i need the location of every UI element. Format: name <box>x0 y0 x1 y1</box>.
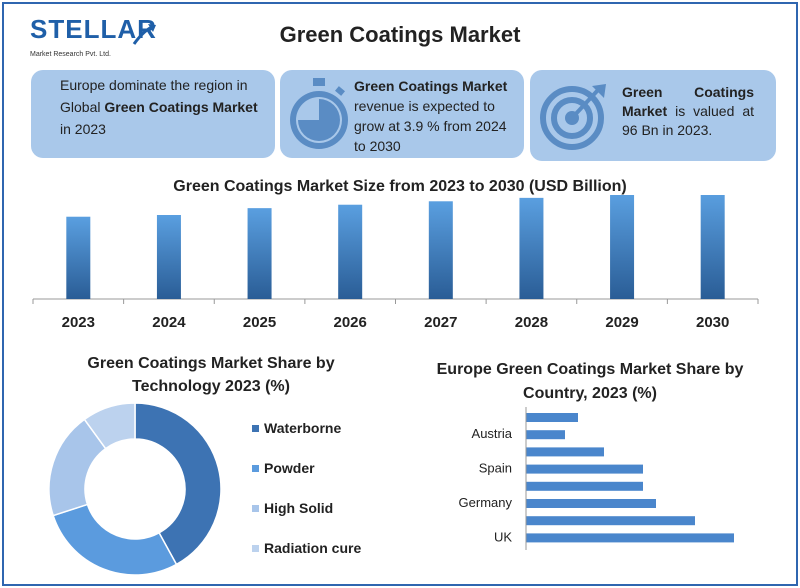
x-tick-label: 2027 <box>424 314 457 331</box>
legend-item: High Solid <box>252 500 361 540</box>
x-tick-label: 2025 <box>243 314 276 331</box>
page-title: Green Coatings Market <box>279 22 521 47</box>
bar-2025 <box>247 208 272 299</box>
slice-waterborne <box>134 402 222 566</box>
bar-2024 <box>156 215 181 299</box>
country-share-chart-title: Europe Green Coatings Market Share by Co… <box>436 361 744 402</box>
card-text-block: Green Coatings Market is valued at 96 Bn… <box>622 83 754 140</box>
info-card-growth: Green Coatings Market revenue is expecte… <box>280 70 524 158</box>
slice-radiation-cure <box>83 402 136 450</box>
legend-item: Radiation cure <box>252 540 361 580</box>
legend-item: Waterborne <box>252 420 361 460</box>
x-tick-label: 2030 <box>696 314 729 331</box>
legend-label: High Solid <box>264 500 334 516</box>
x-tick-label: 2024 <box>152 314 186 331</box>
card-text: revenue is expected to grow at 3.9 % fro… <box>354 98 507 154</box>
card-text: is valued at 96 Bn in 2023. <box>622 103 754 138</box>
bar-2029 <box>610 195 635 299</box>
legend-label: Powder <box>264 460 315 476</box>
country-bar <box>526 516 695 526</box>
logo-arrow-icon <box>132 24 156 45</box>
country-share-bar-chart: Austria Spain Germany UK <box>459 407 734 550</box>
info-card-region: Europe dominate the region in Global Gre… <box>31 70 275 158</box>
market-size-chart-title: Green Coatings Market Size from 2023 to … <box>173 178 627 195</box>
legend-swatch <box>252 465 259 472</box>
logo-tagline: Market Research Pvt. Ltd. <box>30 51 111 58</box>
country-label: UK <box>494 529 512 544</box>
bar-2028 <box>519 197 544 299</box>
logo-name: STELLAR <box>30 14 157 44</box>
country-bar <box>526 447 604 457</box>
slice-powder <box>52 503 178 576</box>
legend-label: Waterborne <box>264 420 342 436</box>
card-text: in 2023 <box>60 121 106 137</box>
stellar-logo: STELLAR Market Research Pvt. Ltd. <box>30 14 160 64</box>
country-label: Germany <box>459 495 513 510</box>
country-label: Spain <box>479 461 512 476</box>
bar-2027 <box>428 201 453 299</box>
country-bar <box>526 464 643 474</box>
x-tick-label: 2029 <box>605 314 638 331</box>
market-size-bar-chart: 2023 2024 2025 2026 2027 2028 2029 2030 <box>32 195 759 331</box>
bar-2026 <box>338 204 363 299</box>
target-icon <box>540 84 606 150</box>
x-tick-label: 2026 <box>334 314 367 331</box>
card-highlight: Green Coatings Market <box>622 84 754 119</box>
country-bar <box>526 533 734 543</box>
legend-swatch <box>252 425 259 432</box>
x-tick-label: 2023 <box>62 314 95 331</box>
bar-2030 <box>700 195 725 299</box>
card-text-block: Green Coatings Market revenue is expecte… <box>354 76 514 156</box>
technology-share-donut-chart <box>48 402 222 576</box>
country-label: Austria <box>472 426 513 441</box>
legend-swatch <box>252 545 259 552</box>
info-card-value: Green Coatings Market is valued at 96 Bn… <box>530 70 776 161</box>
country-bar <box>526 481 643 491</box>
card-highlight: Green Coatings Market <box>104 99 258 115</box>
country-bar <box>526 413 578 422</box>
technology-share-chart-title: Green Coatings Market Share by Technolog… <box>87 355 335 395</box>
legend-item: Powder <box>252 460 361 500</box>
legend-swatch <box>252 505 259 512</box>
country-bar <box>526 430 565 440</box>
bar-2023 <box>66 216 91 299</box>
country-bar <box>526 499 656 508</box>
x-tick-label: 2028 <box>515 314 548 331</box>
technology-legend: Waterborne Powder High Solid Radiation cure <box>252 420 361 580</box>
stopwatch-icon <box>290 78 348 149</box>
legend-label: Radiation cure <box>264 540 362 556</box>
card-text: Europe dominate the region in Global <box>60 77 248 115</box>
card-highlight: Green Coatings Market <box>354 78 508 94</box>
